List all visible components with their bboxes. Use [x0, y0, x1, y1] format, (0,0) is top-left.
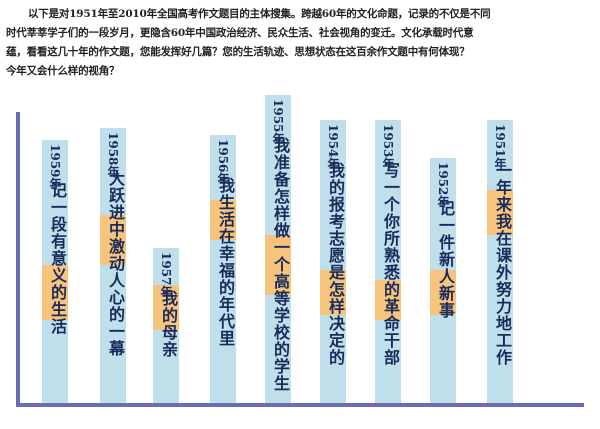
bar [430, 158, 456, 403]
title: 我生活在幸福的年代里 [216, 177, 235, 347]
year: 1955年 [271, 99, 285, 145]
year: 1952年 [436, 162, 450, 208]
year: 1953年 [381, 124, 395, 170]
title: 记一段有意义的生活 [48, 182, 67, 335]
title: 一年来我在课外努力地工作 [493, 162, 512, 366]
highlight [430, 270, 456, 315]
intro-line: 以下是对1951年至2010年全国高考作文题目的主体搜集。跨越60年的文化命题，… [28, 8, 491, 20]
year: 1951年 [493, 124, 507, 170]
title: 我的母亲 [159, 290, 178, 358]
highlight [265, 235, 291, 295]
highlight [320, 270, 346, 315]
year: 1957年 [159, 252, 173, 298]
highlight [375, 280, 401, 320]
year: 1959年 [48, 144, 62, 190]
year: 1956年 [216, 139, 230, 185]
title: 写一个你所熟悉的革命干部 [381, 162, 400, 366]
intro-line: 蕴，看看这几十年的作文题，您能发挥好几篇？您的生活轨迹、思想状态在这百余作文题中… [6, 46, 470, 58]
bar [375, 120, 401, 403]
year: 1958年 [106, 132, 120, 178]
year: 1954年 [326, 124, 340, 170]
highlight [210, 200, 236, 240]
title: 记一件新人新事 [436, 200, 455, 319]
highlight [487, 190, 513, 235]
bar [487, 120, 513, 403]
bar [100, 128, 126, 403]
intro-line: 时代莘莘学子们的一段岁月，更隐含60年中国政治经济、民众生活、社会视角的变迁。文… [6, 27, 474, 39]
title: 我准备怎样做一个高等学校的学生 [271, 137, 290, 392]
intro-line: 今年又会什么样的视角？ [6, 65, 120, 77]
bar [320, 120, 346, 403]
bar [42, 140, 68, 403]
bar [210, 135, 236, 403]
highlight [153, 285, 179, 330]
title: 大跃进中激动人心的一幕 [106, 170, 125, 357]
highlight [100, 215, 126, 265]
bar [153, 248, 179, 403]
highlight [42, 265, 68, 320]
title: 我的报考志愿是怎样决定的 [326, 162, 345, 366]
bar [265, 95, 291, 403]
